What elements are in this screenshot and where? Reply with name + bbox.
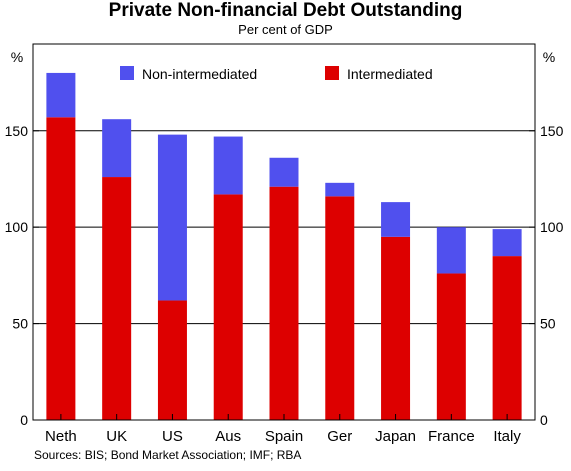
bar-non-intermediated-neth [46,72,76,118]
source-note: Sources: BIS; Bond Market Association; I… [34,448,302,462]
y-unit-left: % [11,49,23,65]
x-tick-label: Aus [215,428,241,445]
y-tick-label-left: 50 [12,316,28,332]
y-tick-label-right: 0 [540,412,548,428]
legend-label: Intermediated [347,66,433,82]
x-tick-label: Ger [327,428,352,445]
axes: % % 0 0 50 50 100 100 150 150 Neth UK US Aus Spain Ge… [5,49,564,445]
bar-intermediated-italy [492,256,522,420]
legend-label: Non-intermediated [142,66,257,82]
bar-intermediated-japan [381,236,411,420]
x-tick-label: France [428,428,475,445]
bar-non-intermediated-us [157,134,187,301]
bar-intermediated-ger [325,196,355,420]
y-tick-label-right: 50 [540,316,556,332]
bars [46,72,522,421]
bar-non-intermediated-uk [102,119,132,178]
y-tick-label-right: 150 [540,123,564,139]
legend-swatch [325,66,339,80]
x-tick-label: UK [106,428,127,445]
legend: Non-intermediated Intermediated [120,66,433,82]
bar-intermediated-neth [46,117,76,421]
y-unit-right: % [543,49,555,65]
chart-title: Private Non-financial Debt Outstanding [108,0,463,21]
x-tick-label: Italy [493,428,521,445]
legend-swatch [120,66,134,80]
bar-intermediated-france [436,273,466,420]
bar-non-intermediated-italy [492,229,522,257]
y-tick-label-left: 100 [5,219,29,235]
bar-intermediated-spain [269,186,299,420]
y-tick-label-left: 150 [5,123,29,139]
bar-non-intermediated-france [436,227,466,274]
chart-subtitle: Per cent of GDP [238,22,333,37]
bar-intermediated-aus [213,194,243,420]
y-tick-label-right: 100 [540,219,564,235]
x-tick-label: Spain [265,428,303,445]
bar-non-intermediated-spain [269,157,299,187]
y-tick-label-left: 0 [20,412,28,428]
bar-non-intermediated-aus [213,136,243,195]
bar-non-intermediated-ger [325,182,355,197]
bar-non-intermediated-japan [381,202,411,237]
bar-intermediated-us [157,300,187,420]
x-tick-label: Neth [45,428,77,445]
x-tick-label: Japan [375,428,416,445]
x-tick-label: US [162,428,183,445]
bar-intermediated-uk [102,177,132,420]
